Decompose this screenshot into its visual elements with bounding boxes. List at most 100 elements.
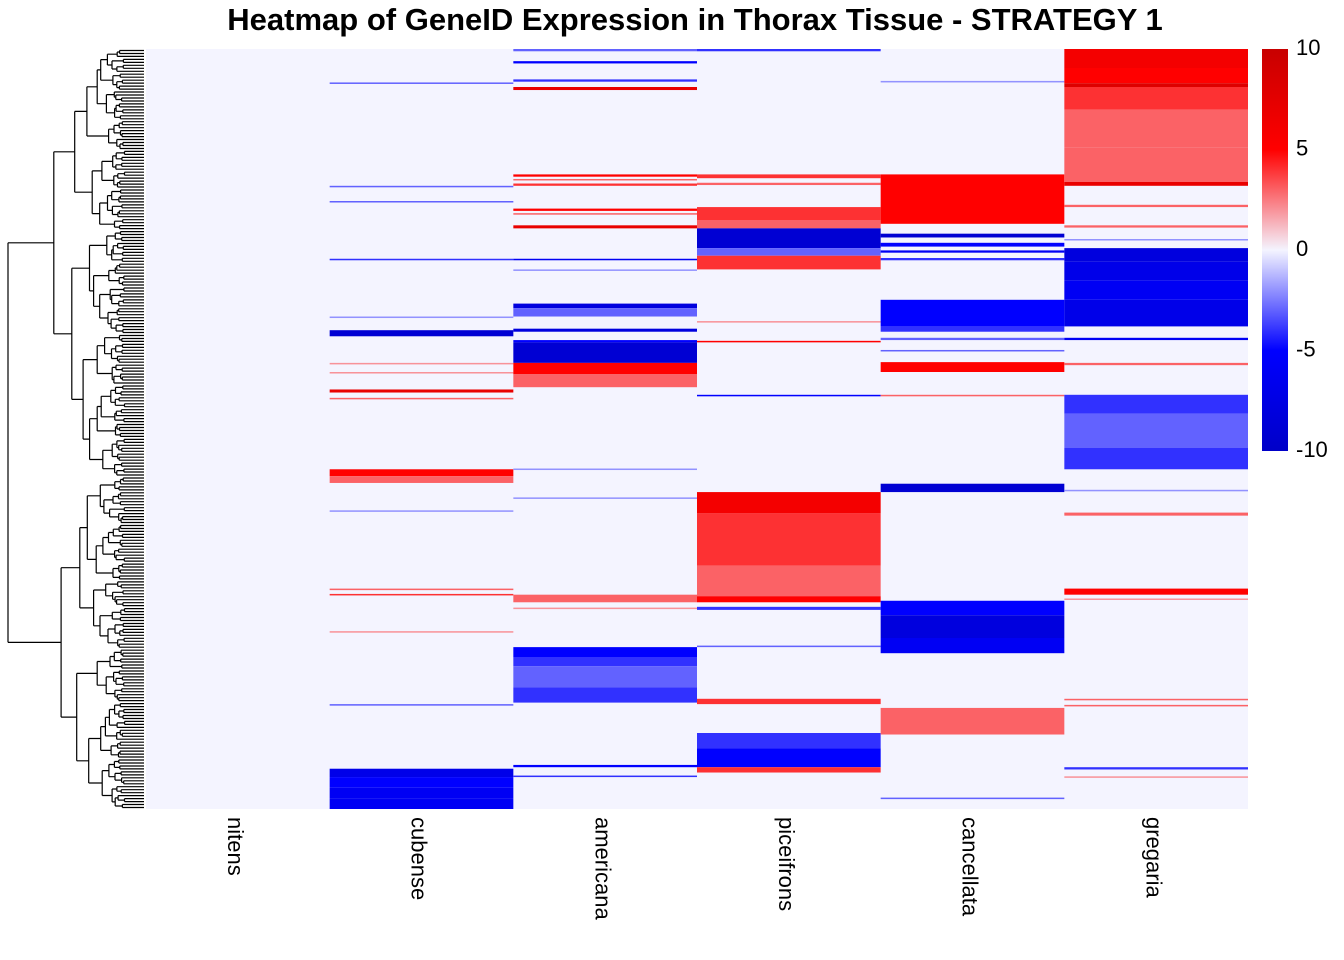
heatmap-cell-americana [513,775,697,778]
heatmap-cell-americana [513,87,697,91]
heatmap-cell-americana [513,178,697,181]
heatmap-cell-piceifrons [697,182,881,186]
heatmap-cell-cancellata [880,233,1065,238]
heatmap-cell-gregaria [1064,261,1248,281]
heatmap-cell-piceifrons [697,248,881,256]
heatmap-cell-piceifrons [697,49,881,52]
heatmap-cell-piceifrons [697,340,881,343]
heatmap-cell-piceifrons [697,394,881,397]
heatmap-cell-cancellata [880,250,1065,253]
heatmap-cell-cancellata [880,258,1065,261]
column-label-cancellata: cancellata [958,817,983,917]
heatmap-cell-americana [513,497,697,499]
legend-tick-label: 5 [1296,135,1308,160]
heatmap-cell-americana [513,174,697,177]
heatmap-cell-cubense [329,787,514,799]
heatmap-cell-americana [513,225,697,229]
heatmap-cell-cubense [329,372,514,374]
heatmap-cell-americana [513,258,697,261]
heatmap-cell-gregaria [1064,598,1248,600]
heatmap-cell-americana [513,647,697,657]
heatmap-cell-cancellata [880,80,1065,83]
heatmap-cell-cubense [329,185,514,188]
heatmap-cell-piceifrons [697,645,881,648]
heatmap-cell-gregaria [1064,776,1248,778]
column-label-gregaria: gregaria [1141,817,1166,898]
heatmap-cell-gregaria [1064,767,1248,770]
heatmap-body [146,49,1248,809]
heatmap-cell-cubense [329,316,514,319]
heatmap-cell-gregaria [1064,182,1248,186]
heatmap-cell-cubense [329,588,514,591]
column-label-americana: americana [590,817,615,920]
heatmap-cell-cubense [329,510,514,512]
heatmap-cell-cancellata [880,638,1065,654]
heatmap-cell-cancellata [880,362,1065,372]
heatmap-cell-gregaria [1064,394,1248,414]
heatmap-cell-cubense [329,768,514,778]
heatmap-cell-piceifrons [697,228,881,249]
heatmap-cell-gregaria [1064,698,1248,701]
heatmap-cell-americana [513,687,697,703]
heatmap-cell-cancellata [880,707,1065,735]
heatmap-cell-gregaria [1064,147,1248,182]
heatmap-cell-gregaria [1064,109,1248,148]
heatmap-cell-gregaria [1064,204,1248,208]
heatmap-cell-americana [513,764,697,768]
heatmap-cell-piceifrons [697,767,881,773]
heatmap-cell-gregaria [1064,49,1248,68]
heatmap-cell-americana [513,657,697,667]
heatmap-cell-americana [513,468,697,471]
heatmap-cell-americana [513,61,697,64]
heatmap-cell-gregaria [1064,448,1248,470]
heatmap-cell-americana [513,362,697,375]
heatmap-cell-cubense [329,362,514,365]
heatmap-cell-cancellata [880,242,1065,247]
heatmap-cell-piceifrons [697,565,881,597]
heatmap-cell-piceifrons [697,596,881,603]
heatmap-cell-americana [513,342,697,363]
heatmap-cell-americana [513,208,697,211]
heatmap-cell-cancellata [880,299,1065,327]
heatmap-cell-cubense [329,593,514,596]
heatmap-cell-cancellata [880,394,1065,397]
heatmap-cell-gregaria [1064,280,1248,300]
dendrogram-branches [7,49,144,809]
legend-tick-label: -5 [1296,336,1316,361]
heatmap-cell-americana [513,79,697,82]
heatmap-cell-cubense [329,777,514,788]
heatmap-cell-gregaria [1064,588,1248,595]
heatmap-cell-piceifrons [697,698,881,705]
heatmap-cell-gregaria [1064,239,1248,241]
heatmap-cell-americana [513,607,697,610]
row-dendrogram [7,49,144,809]
heatmap-cell-gregaria [1064,68,1248,84]
heatmap-cell-cubense [329,82,514,84]
heatmap-cell-gregaria [1064,87,1248,110]
legend-color-bar [1262,49,1288,451]
heatmap-cell-gregaria [1064,489,1248,492]
heatmap-cell-piceifrons [697,321,881,323]
heatmap-cell-cubense [329,389,514,393]
heatmap-cell-piceifrons [697,733,881,749]
column-label-cubense: cubense [407,817,432,900]
heatmap-cell-cancellata [880,797,1065,800]
heatmap-cell-cubense [329,798,514,809]
chart-title: Heatmap of GeneID Expression in Thorax T… [227,2,1163,37]
color-legend: 10 5 0 -5 -10 [1262,35,1328,462]
heatmap-cell-americana [513,308,697,317]
heatmap-cell-piceifrons [697,255,881,270]
heatmap-cell-cancellata [880,326,1065,332]
heatmap-cell-gregaria [1064,248,1248,262]
heatmap-cell-gregaria [1064,225,1248,228]
heatmap-cell-piceifrons [697,174,881,179]
heatmap-cell-gregaria [1064,362,1248,366]
heatmap-cell-cubense [329,397,514,400]
heatmap-cell-cancellata [880,483,1065,493]
column-labels: nitens cubense americana piceifrons cancella… [223,817,1166,920]
legend-tick-label: 0 [1296,236,1308,261]
heatmap-cell-cubense [329,201,514,203]
heatmap-cell-cubense [329,476,514,483]
heatmap-cell-gregaria [1064,337,1248,341]
